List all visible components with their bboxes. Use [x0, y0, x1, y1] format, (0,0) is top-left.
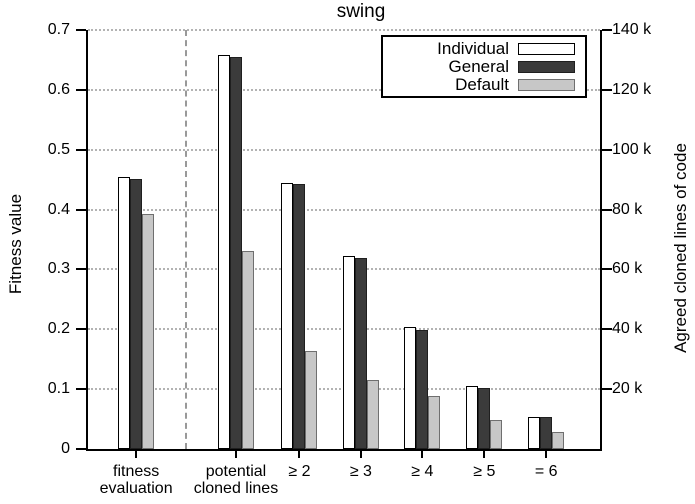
bar-default-3 — [367, 380, 379, 449]
left-axis-tick — [76, 388, 86, 391]
gridline — [88, 88, 600, 91]
x-axis-tick-label: ≥ 3 — [349, 463, 372, 480]
bar-individual-3 — [343, 256, 355, 449]
right-axis-tick — [602, 388, 612, 391]
bar-general-1 — [230, 57, 242, 449]
right-axis-tick-label: 80 k — [612, 200, 643, 218]
legend-swatch-general — [518, 61, 575, 73]
right-axis-tick — [602, 328, 612, 331]
left-axis-tick — [76, 148, 86, 151]
bar-default-1 — [242, 251, 254, 449]
x-axis-tick — [234, 451, 237, 458]
gridline — [88, 29, 600, 31]
left-axis-tick-label: 0 — [61, 440, 70, 457]
x-axis-tick — [483, 451, 486, 458]
x-axis-tick-label: = 6 — [534, 463, 558, 480]
left-axis-tick — [76, 208, 86, 211]
left-axis-tick-label: 0.4 — [47, 200, 70, 218]
legend-label-individual: Individual — [437, 39, 509, 58]
bar-general-2 — [293, 184, 305, 449]
bar-default-5 — [490, 420, 502, 449]
right-axis-tick-label: 40 k — [612, 320, 643, 338]
right-axis-tick — [602, 148, 612, 151]
left-axis-tick-label: 0.7 — [47, 21, 70, 38]
right-axis-tick — [602, 268, 612, 271]
bar-general-5 — [478, 388, 490, 449]
right-axis-tick-label: 60 k — [612, 260, 643, 278]
left-axis-tick-label: 0.6 — [47, 80, 70, 98]
legend-label-default: Default — [455, 75, 509, 94]
gridline — [88, 208, 600, 211]
legend-item-general: General — [383, 58, 575, 76]
plot-area — [86, 29, 602, 451]
x-axis-tick-label: ≥ 2 — [288, 463, 311, 480]
bar-default-6 — [552, 432, 564, 449]
x-axis-tick-label: fitness evaluation — [99, 463, 173, 497]
right-axis-tick-label: 100 k — [612, 140, 652, 158]
legend-swatch-individual — [518, 43, 575, 55]
x-axis-tick — [359, 451, 362, 458]
x-axis-tick — [135, 451, 138, 458]
left-axis-tick — [76, 268, 86, 271]
bar-default-0 — [142, 214, 154, 449]
bar-general-6 — [540, 417, 552, 449]
bar-general-3 — [355, 258, 367, 449]
bar-default-4 — [428, 396, 440, 449]
left-axis-tick-label: 0.5 — [47, 140, 70, 158]
x-axis-tick — [298, 451, 301, 458]
right-axis-tick-label: 140 k — [612, 21, 652, 38]
legend: Individual General Default — [381, 35, 587, 98]
x-axis-tick — [545, 451, 548, 458]
legend-swatch-default — [518, 79, 575, 91]
x-axis-tick-label: potential cloned lines — [193, 463, 279, 497]
x-axis-tick-label: ≥ 5 — [473, 463, 496, 480]
left-axis-tick-label: 0.3 — [47, 260, 70, 278]
bar-individual-1 — [218, 55, 230, 449]
right-axis-tick-label: 120 k — [612, 80, 652, 98]
right-axis-tick-label: 20 k — [612, 380, 643, 398]
left-axis-tick-label: 0.2 — [47, 320, 70, 338]
x-axis-tick-label: ≥ 4 — [411, 463, 434, 480]
left-axis-tick — [76, 448, 86, 450]
legend-label-general: General — [448, 57, 509, 76]
left-axis-tick — [76, 88, 86, 91]
left-axis-tick-label: 0.1 — [47, 380, 70, 398]
gridline — [88, 148, 600, 151]
left-axis-tick — [76, 29, 86, 31]
bar-default-2 — [305, 351, 317, 449]
bar-general-4 — [416, 330, 428, 449]
x-axis-tick — [421, 451, 424, 458]
bar-individual-2 — [281, 183, 293, 449]
category-divider-line — [185, 30, 188, 449]
left-axis-tick — [76, 328, 86, 331]
right-axis-tick — [602, 29, 612, 31]
bar-individual-5 — [466, 386, 478, 449]
bar-general-0 — [130, 179, 142, 449]
bar-individual-6 — [528, 417, 540, 449]
right-axis-tick — [602, 88, 612, 91]
bar-individual-4 — [404, 327, 416, 449]
legend-item-individual: Individual — [383, 40, 575, 58]
legend-item-default: Default — [383, 76, 575, 94]
chart-title: swing — [336, 1, 386, 22]
bar-individual-0 — [118, 177, 130, 449]
right-axis-tick — [602, 208, 612, 211]
